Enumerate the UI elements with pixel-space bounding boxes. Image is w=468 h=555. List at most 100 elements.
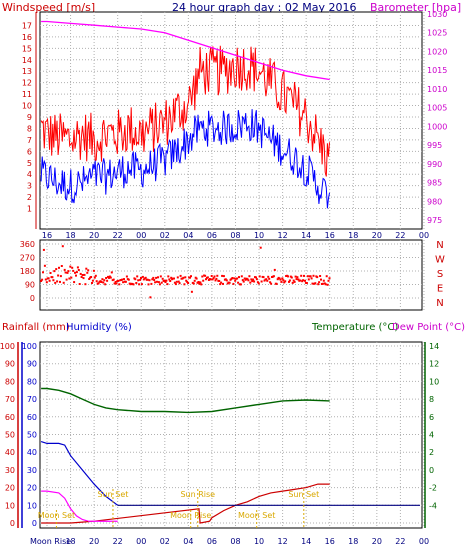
direction-point	[173, 277, 175, 280]
direction-point	[201, 275, 204, 278]
temperature-tick-label: -2	[429, 484, 437, 493]
direction-point	[237, 281, 240, 284]
direction-point	[198, 282, 201, 285]
hour-tick-label: 00	[419, 537, 429, 546]
direction-point	[197, 281, 200, 283]
direction-point	[283, 281, 286, 284]
hour-tick-label: 06	[207, 231, 217, 240]
direction-point	[138, 283, 141, 286]
humidity-axis-title: Humidity (%)	[66, 322, 132, 333]
windspeed-tick-label: 12	[22, 79, 32, 88]
direction-point	[174, 283, 177, 286]
direction-point	[60, 265, 63, 267]
direction-point	[299, 279, 302, 282]
direction-point	[214, 279, 217, 282]
direction-point	[125, 275, 128, 278]
direction-point	[55, 268, 58, 271]
barometer-axis-title: Barometer [hpa]	[370, 1, 461, 14]
astronomy-markers: Sun Set Moon Set Sun Rise Moon Rise Moon Set…	[38, 489, 319, 528]
direction-point	[144, 276, 147, 279]
direction-point	[134, 278, 137, 281]
windspeed-tick-label: 15	[22, 44, 32, 53]
temperature-tick-label: 10	[429, 377, 439, 386]
humidity-tick-label: 60	[27, 413, 37, 422]
direction-point	[90, 276, 93, 278]
direction-point	[103, 279, 106, 282]
direction-point	[183, 283, 186, 286]
direction-point	[63, 268, 66, 271]
direction-point	[148, 279, 151, 282]
direction-tick-label: 270	[20, 254, 35, 263]
barometer-tick-label: 1010	[427, 85, 447, 94]
direction-point	[137, 279, 140, 282]
rainfall-tick-label: 100	[0, 342, 15, 351]
windspeed-tick-label: 2	[27, 193, 32, 202]
windspeed-tick-label: 16	[22, 33, 32, 42]
direction-tick-label: 0	[30, 294, 35, 303]
direction-point	[156, 280, 158, 283]
barometer-tick-label: 1015	[427, 66, 447, 75]
direction-point	[67, 270, 70, 273]
wind-hour-labels: 16 18 20 22 00 02 04 06 08 10 12 14 16 18 20 22 00	[42, 231, 429, 240]
direction-point	[239, 283, 242, 286]
direction-point	[140, 283, 143, 286]
direction-point	[151, 278, 154, 281]
rain-humidity-ticks: 0 0 10 10 20 20 30 30 40 40 50 50 60 60 70 70 80 80 90 90 10…	[0, 342, 37, 528]
direction-point	[164, 281, 167, 283]
direction-point	[40, 280, 43, 282]
sun-set-1-marker-label: Sun Set	[98, 490, 129, 499]
direction-point	[238, 276, 240, 279]
direction-point	[295, 278, 298, 281]
chart-title: 24 hour graph day : 02 May 2016	[172, 1, 357, 14]
barometer-tick-label: 975	[427, 216, 442, 225]
direction-point	[95, 280, 98, 283]
direction-point	[65, 278, 68, 281]
direction-point	[100, 281, 103, 283]
direction-point	[255, 278, 258, 281]
direction-point	[219, 283, 222, 286]
direction-point	[177, 280, 180, 283]
direction-point	[184, 276, 187, 279]
wind-series	[40, 20, 330, 209]
direction-point	[122, 281, 125, 284]
direction-point	[273, 268, 276, 271]
direction-point	[314, 282, 317, 285]
direction-point	[288, 279, 291, 282]
temperature-line	[41, 387, 330, 414]
windspeed-tick-label: 4	[27, 170, 32, 179]
direction-point	[106, 279, 109, 282]
direction-point	[319, 275, 322, 277]
direction-point	[304, 279, 306, 282]
direction-point	[233, 277, 236, 280]
direction-point	[140, 277, 142, 279]
direction-point	[190, 290, 193, 293]
direction-point	[234, 279, 237, 282]
compass-label: S	[437, 269, 443, 280]
barometer-tick-label: 1030	[427, 10, 447, 19]
rainfall-tick-label: 70	[5, 395, 15, 404]
temperature-tick-label: 8	[429, 395, 434, 404]
direction-point	[259, 246, 262, 249]
direction-point	[228, 281, 231, 284]
direction-point	[112, 278, 115, 281]
compass-label: N	[436, 240, 443, 251]
direction-point	[190, 275, 192, 278]
direction-point	[179, 274, 182, 277]
direction-point	[253, 280, 256, 283]
direction-point	[178, 282, 181, 285]
direction-point	[110, 271, 113, 274]
dewpoint-axis-title: Dew Point (°C)	[392, 322, 465, 333]
direction-point	[300, 274, 303, 277]
direction-point	[91, 282, 93, 284]
direction-point	[108, 275, 111, 278]
direction-point	[118, 283, 121, 286]
compass-label: W	[435, 255, 445, 266]
direction-point	[160, 281, 163, 284]
windspeed-tick-label: 1	[27, 205, 32, 214]
hour-tick-label: 06	[207, 537, 217, 546]
direction-point	[222, 275, 225, 278]
moon-set-2-marker-label: Moon Set	[238, 511, 275, 520]
direction-point	[173, 281, 176, 284]
rainfall-tick-label: 80	[5, 377, 15, 386]
direction-point	[158, 283, 161, 286]
